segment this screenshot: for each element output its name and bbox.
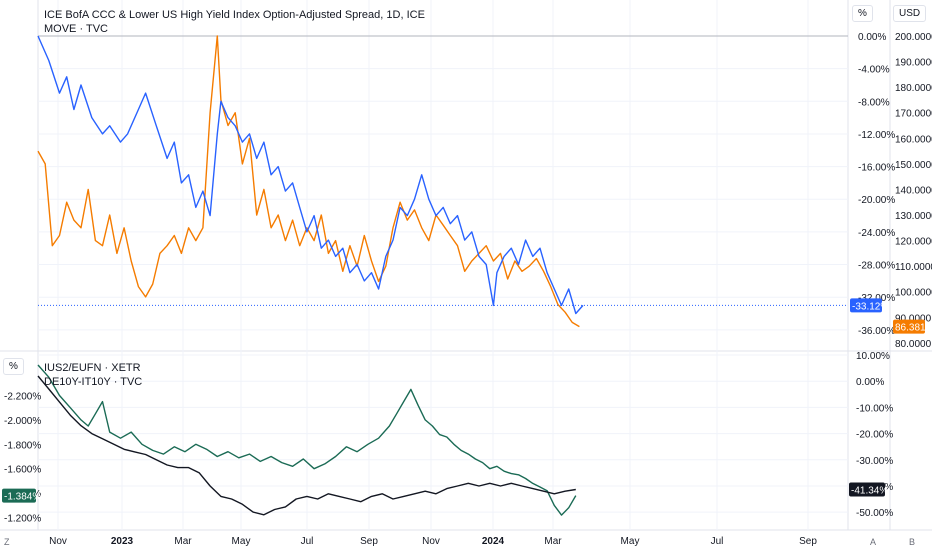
bottom-right-tick-label: 0.00% [856,377,884,388]
x-tick-label: May [621,536,640,547]
bottom-right-tick-label: -10.00% [856,403,893,414]
cc-spread-line [37,35,584,315]
bottom-left-scale-button[interactable]: % [3,358,24,375]
x-tick-label: Sep [799,536,817,547]
top-left-tick-label: -28.00% [858,261,895,272]
x-tick-label: Mar [174,536,192,547]
top-right-scale-button[interactable]: USD [893,5,927,22]
bottom-legend: IUS2/EUFN · XETR DE10Y-IT10Y · TVC [44,361,142,389]
move-line [37,35,580,328]
log-scale-button[interactable]: B [909,537,916,547]
top-left-tick-label: -20.00% [858,195,895,206]
top-left-tick-label: 0.00% [858,32,886,43]
top-left-tick-label: -16.00% [858,163,895,174]
ius2-last-value-badge [2,488,36,503]
top-right-tick-label: 140.0000 [895,185,932,196]
top-right-tick-label: 190.0000 [895,58,932,69]
de-it-spread-line [37,375,576,516]
auto-scale-button[interactable]: A [870,537,877,547]
bottom-right-tick-label: -30.00% [856,456,893,467]
move-last-value-badge [893,319,925,334]
top-right-tick-label: 150.0000 [895,160,932,171]
bottom-left-tick-label: -1.200% [4,514,41,525]
de-it-last-value-badge [849,482,885,497]
top-right-tick-label: 200.0000 [895,32,932,43]
top-left-tick-label: -8.00% [858,97,890,108]
de-it-last-value-label: -41.34% [851,485,888,496]
top-left-tick-label: -12.00% [858,130,895,141]
top-right-tick-label: 80.0000 [895,339,932,350]
top-series-title: ICE BofA CCC & Lower US High Yield Index… [44,9,425,21]
top-left-tick-label: -4.00% [858,65,890,76]
bottom-right-tick-label: -20.00% [856,430,893,441]
x-tick-label: 2024 [482,536,505,547]
top-right-tick-label: 110.0000 [895,262,932,273]
bottom-left-tick-label: -1.800% [4,440,41,451]
x-tick-label: Sep [360,536,378,547]
x-tick-label: Mar [544,536,562,547]
move-last-value-label: 86.3814 [895,323,932,334]
x-tick-label: May [232,536,251,547]
cc-last-value-label: -33.12% [852,301,889,312]
bottom-series-subtitle: DE10Y-IT10Y · TVC [44,376,143,388]
top-series-subtitle: MOVE · TVC [44,23,108,35]
x-tick-label: Jul [301,536,314,547]
zoom-toggle-button[interactable]: Z [4,537,10,547]
bottom-left-tick-label: -2.000% [4,416,41,427]
top-left-scale-button[interactable]: % [852,5,873,22]
top-left-tick-label: -24.00% [858,228,895,239]
x-tick-label: 2023 [111,536,134,547]
ius2-last-value-label: -1.384% [4,492,41,503]
x-tick-label: Nov [49,536,67,547]
top-right-tick-label: 170.0000 [895,109,932,120]
x-tick-label: Jul [711,536,724,547]
top-right-tick-label: 100.0000 [895,288,932,299]
top-right-tick-label: 130.0000 [895,211,932,222]
cc-last-value-badge [850,298,882,313]
top-left-tick-label: -36.00% [858,326,895,337]
top-right-tick-label: 90.0000 [895,313,932,324]
top-legend: ICE BofA CCC & Lower US High Yield Index… [44,8,425,36]
top-right-tick-label: 160.0000 [895,134,932,145]
top-right-tick-label: 180.0000 [895,83,932,94]
bottom-series-title: IUS2/EUFN · XETR [44,362,141,374]
top-right-tick-label: 120.0000 [895,237,932,248]
ius2-eufn-line [37,364,577,516]
bottom-left-tick-label: -1.600% [4,465,41,476]
bottom-left-tick-label: -2.200% [4,392,41,403]
x-tick-label: Nov [422,536,440,547]
bottom-right-tick-label: -50.00% [856,508,893,519]
bottom-right-tick-label: 10.00% [856,351,890,362]
